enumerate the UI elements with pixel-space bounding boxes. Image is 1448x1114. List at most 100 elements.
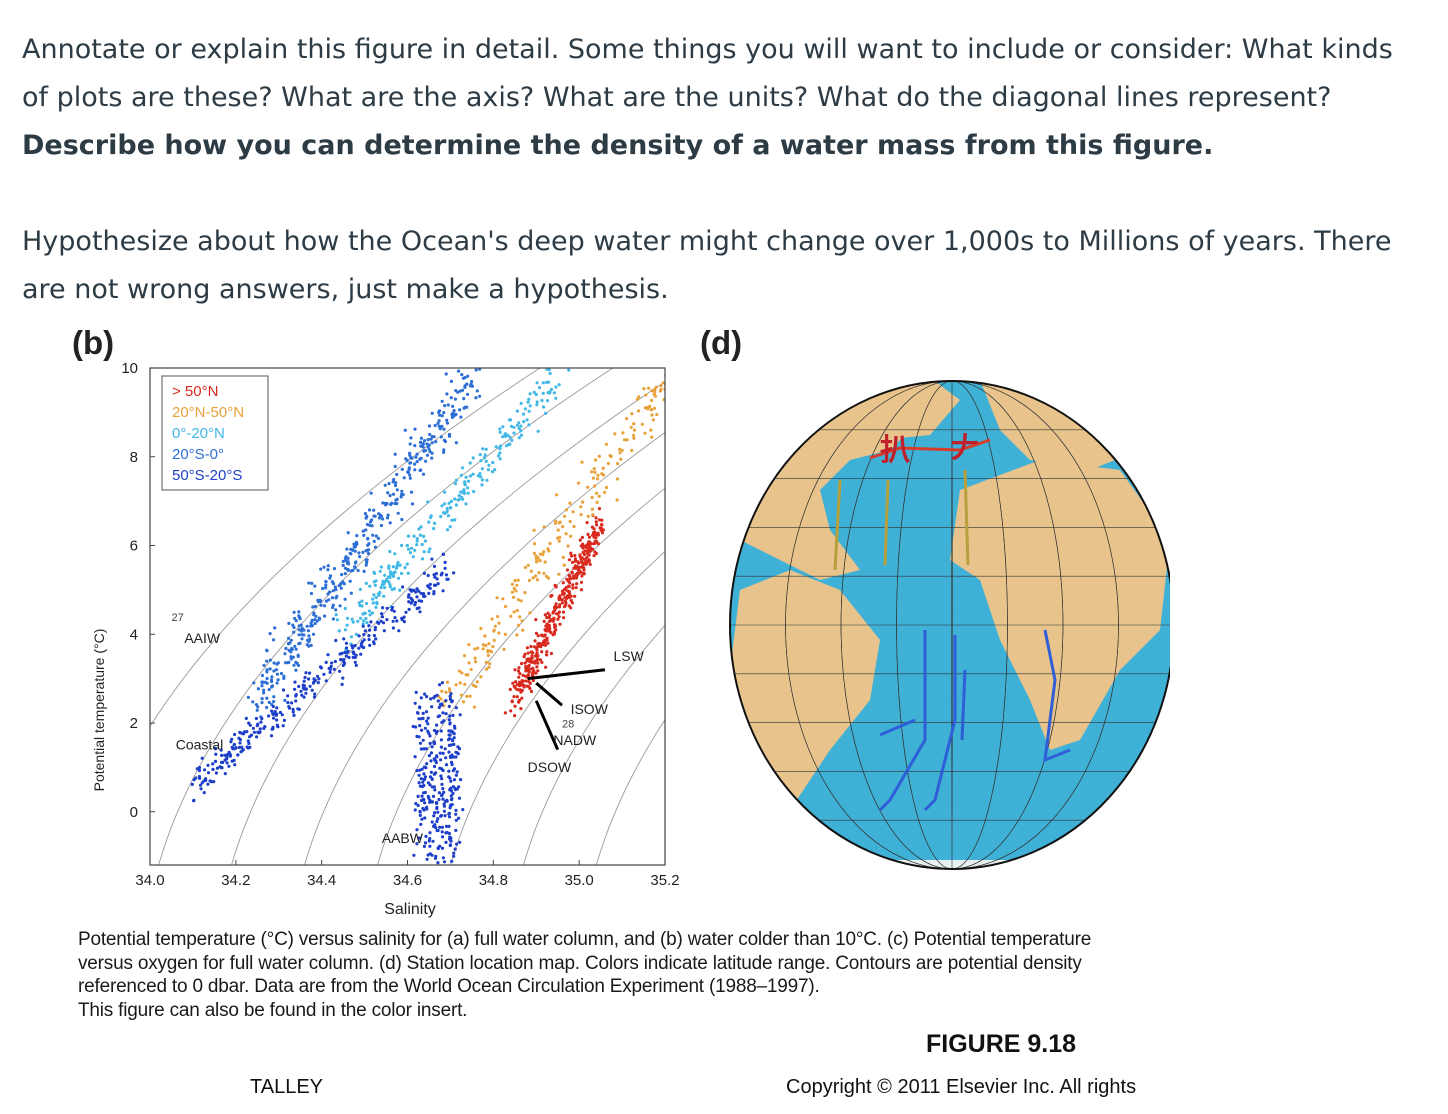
data-point	[527, 423, 531, 427]
data-point	[351, 655, 355, 659]
data-point	[326, 568, 330, 572]
data-point	[534, 631, 539, 635]
data-point	[535, 403, 539, 407]
data-point	[428, 741, 432, 745]
data-point	[514, 680, 518, 684]
data-point	[535, 381, 539, 385]
data-point	[319, 666, 323, 670]
density-contour-line	[377, 487, 665, 865]
data-point	[260, 697, 264, 701]
data-point	[571, 583, 575, 587]
data-point	[450, 762, 454, 767]
data-point	[601, 466, 605, 470]
data-point	[447, 831, 451, 836]
prompt-paragraph-2: Hypothesize about how the Ocean's deep w…	[22, 226, 1392, 305]
data-point	[413, 755, 417, 759]
data-point	[452, 742, 456, 746]
data-point	[523, 565, 528, 570]
data-point	[319, 567, 323, 571]
data-point	[354, 540, 359, 544]
data-point	[402, 476, 406, 480]
data-point	[448, 837, 452, 841]
data-point	[272, 695, 276, 699]
data-point	[269, 678, 274, 682]
data-point	[571, 586, 575, 590]
data-point	[421, 592, 426, 596]
data-point	[502, 647, 506, 651]
data-point	[432, 573, 436, 577]
data-point	[312, 680, 316, 684]
data-point	[455, 751, 459, 755]
data-point	[440, 825, 444, 829]
data-point	[272, 669, 276, 673]
data-point	[374, 579, 378, 583]
data-point	[468, 461, 472, 465]
data-point	[413, 462, 417, 466]
data-point	[457, 497, 461, 502]
data-point	[447, 824, 451, 828]
data-point	[405, 543, 409, 548]
data-point	[546, 399, 550, 403]
data-point	[501, 425, 505, 429]
data-point	[464, 475, 468, 479]
data-point	[520, 696, 524, 700]
data-point	[444, 756, 448, 760]
data-point	[232, 758, 236, 762]
data-point	[294, 660, 298, 664]
data-point	[442, 427, 446, 431]
data-point	[467, 643, 471, 647]
data-point	[440, 681, 444, 685]
data-point	[527, 667, 531, 672]
data-point	[463, 384, 467, 388]
data-point	[579, 513, 583, 517]
data-point	[309, 621, 313, 625]
data-point	[268, 658, 272, 662]
data-point	[353, 660, 357, 664]
data-point	[415, 595, 419, 599]
data-point	[333, 659, 337, 664]
data-point	[373, 628, 377, 632]
data-point	[301, 686, 305, 690]
data-point	[546, 576, 551, 580]
data-point	[430, 456, 434, 460]
data-point	[458, 840, 462, 844]
data-point	[343, 606, 347, 611]
data-point	[478, 472, 482, 476]
data-point	[513, 704, 517, 708]
data-point	[585, 555, 589, 560]
data-point	[433, 521, 437, 525]
density-contour-line	[449, 550, 665, 865]
data-point	[655, 412, 659, 417]
data-point	[449, 794, 453, 798]
data-point	[650, 389, 654, 393]
data-point	[445, 421, 450, 425]
data-point	[483, 453, 487, 457]
data-point	[436, 861, 440, 865]
data-point	[463, 480, 467, 484]
data-point	[432, 764, 437, 769]
data-point	[586, 547, 590, 551]
data-point	[512, 684, 516, 688]
data-point	[297, 614, 301, 618]
data-point	[369, 491, 373, 495]
data-point	[200, 756, 204, 760]
data-point	[557, 597, 561, 601]
data-point	[517, 426, 521, 430]
data-point	[430, 777, 434, 781]
data-point	[414, 590, 418, 594]
data-point	[534, 671, 538, 675]
data-point	[423, 692, 427, 696]
data-point	[197, 768, 202, 773]
data-point	[426, 573, 430, 578]
data-point	[544, 411, 548, 415]
data-point	[542, 525, 546, 529]
data-point	[429, 770, 433, 774]
data-point	[420, 599, 424, 603]
data-point	[308, 684, 312, 688]
data-point	[433, 856, 438, 860]
data-point	[428, 783, 432, 787]
data-point	[418, 809, 422, 814]
data-point	[554, 602, 558, 606]
data-point	[506, 433, 510, 437]
data-point	[442, 860, 447, 864]
